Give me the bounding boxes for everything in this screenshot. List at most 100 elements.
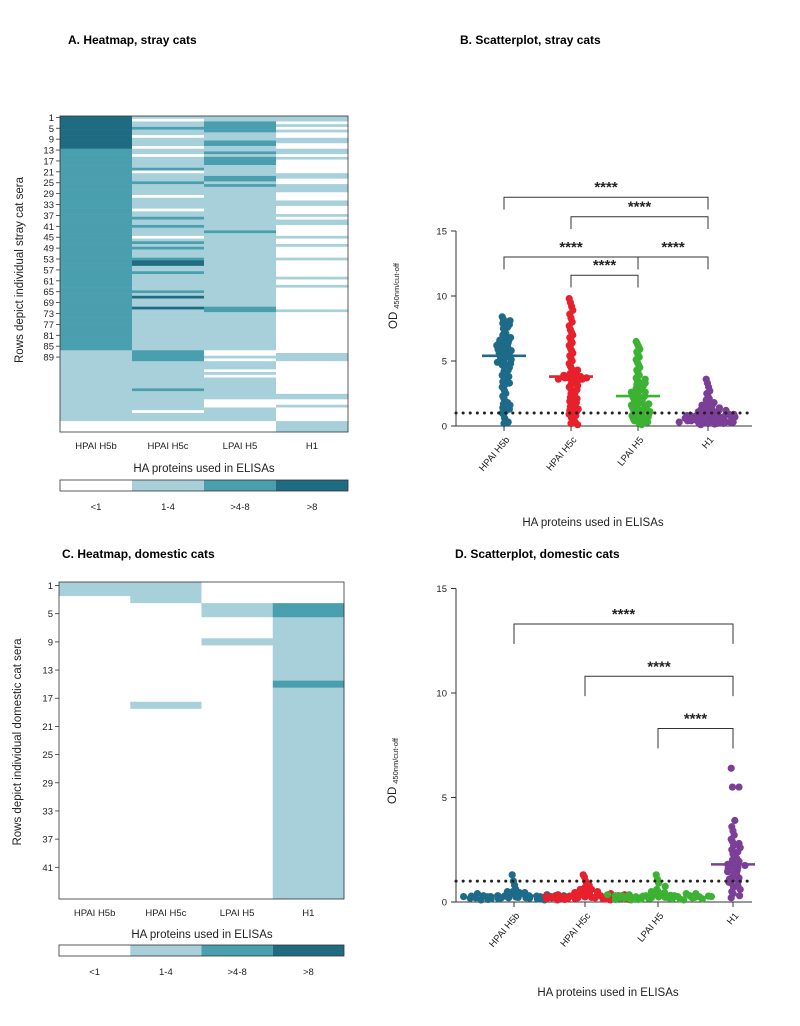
- panel-b-ylabel: OD 450nm/cut-off: [388, 262, 401, 329]
- heatmap-cell: [132, 380, 205, 384]
- heatmap-cell: [276, 233, 349, 237]
- heatmap-cell: [276, 391, 349, 395]
- heatmap-cell: [201, 694, 274, 703]
- heatmap-cell: [204, 402, 277, 406]
- heatmap-cell: [276, 265, 349, 269]
- heatmap-cell: [60, 238, 133, 242]
- heatmap-cell: [60, 402, 133, 406]
- data-point: [634, 895, 642, 904]
- heatmap-cell: [276, 350, 349, 354]
- heatmap-cell: [204, 219, 277, 223]
- x-tick-label: HPAI H5c: [559, 911, 594, 950]
- heatmap-cell: [276, 244, 349, 248]
- heatmap-cell: [60, 186, 133, 190]
- heatmap-cell: [60, 290, 133, 294]
- heatmap-cell: [130, 624, 202, 632]
- heatmap-cell: [132, 145, 205, 149]
- heatmap-cell: [60, 235, 133, 239]
- heatmap-cell: [132, 282, 205, 286]
- heatmap-cell: [276, 293, 349, 297]
- data-point: [734, 848, 742, 856]
- heatmap-cell: [201, 856, 274, 865]
- heatmap-cell: [276, 227, 349, 231]
- heatmap-cell: [276, 118, 349, 122]
- heatmap-cell: [132, 241, 205, 245]
- column-label: HPAI H5b: [74, 908, 116, 919]
- y-tick-label: 29: [42, 778, 53, 789]
- heatmap-cell: [276, 317, 349, 321]
- heatmap-cell: [59, 835, 131, 843]
- heatmap-cell: [132, 173, 205, 177]
- heatmap-cell: [276, 423, 349, 427]
- panel-c-frame: [58, 581, 345, 900]
- panel-c-column-labels: HPAI H5b HPAI H5c LPAI H5 H1: [74, 908, 315, 919]
- legend-label: >8: [303, 967, 314, 978]
- heatmap-cell: [204, 372, 277, 376]
- panel-c-ylabel: Rows depict individual domestic cat sera: [12, 638, 24, 846]
- heatmap-cell: [204, 331, 277, 335]
- heatmap-cell: [59, 673, 131, 681]
- data-point: [675, 418, 683, 426]
- heatmap-cell: [132, 377, 205, 381]
- heatmap-cell: [204, 399, 277, 403]
- heatmap-cell: [276, 388, 349, 392]
- heatmap-cell: [60, 361, 133, 365]
- heatmap-cell: [59, 786, 131, 794]
- panel-a-xlabel: HA proteins used in ELISAs: [133, 463, 275, 475]
- heatmap-cell: [204, 126, 277, 130]
- heatmap-cell: [201, 821, 274, 829]
- heatmap-cell: [204, 385, 277, 389]
- heatmap-cell: [272, 856, 345, 865]
- heatmap-cell: [272, 582, 345, 590]
- heatmap-cell: [201, 842, 274, 850]
- heatmap-cell: [276, 366, 349, 370]
- heatmap-cell: [130, 870, 202, 879]
- heatmap-cell: [130, 694, 202, 703]
- heatmap-cell: [204, 423, 277, 427]
- y-tick-label: 41: [43, 222, 54, 233]
- heatmap-cell: [276, 382, 349, 386]
- heatmap-cell: [60, 404, 133, 408]
- heatmap-cell: [132, 195, 205, 199]
- heatmap-cell: [59, 722, 131, 731]
- x-tick-label: HPAI H5b: [477, 435, 512, 474]
- heatmap-cell: [60, 363, 133, 367]
- panel-c-title: C. Heatmap, domestic cats: [62, 547, 215, 561]
- y-tick-label: 0: [442, 898, 447, 909]
- heatmap-cell: [276, 358, 349, 362]
- heatmap-cell: [60, 303, 133, 307]
- data-point: [731, 413, 739, 421]
- heatmap-cell: [201, 744, 274, 752]
- heatmap-cell: [272, 708, 345, 717]
- heatmap-cell: [60, 342, 133, 346]
- heatmap-cell: [204, 205, 277, 209]
- heatmap-cell: [201, 793, 274, 801]
- heatmap-cell: [132, 235, 205, 239]
- heatmap-cell: [132, 385, 205, 389]
- heatmap-cell: [204, 216, 277, 220]
- heatmap-cell: [132, 333, 205, 337]
- heatmap-cell: [132, 358, 205, 362]
- heatmap-cell: [130, 772, 202, 780]
- heatmap-cell: [201, 765, 274, 773]
- legend-label: 1-4: [161, 502, 175, 513]
- heatmap-cell: [201, 645, 274, 653]
- y-tick-label: 9: [49, 135, 54, 146]
- heatmap-cell: [132, 165, 205, 169]
- y-tick-label: 25: [43, 178, 54, 189]
- heatmap-cell: [59, 821, 131, 829]
- heatmap-cell: [132, 116, 205, 120]
- heatmap-cell: [132, 154, 205, 158]
- heatmap-cell: [132, 388, 205, 392]
- heatmap-cell: [204, 274, 277, 278]
- heatmap-cell: [201, 666, 274, 674]
- legend-swatch: [132, 480, 204, 491]
- heatmap-cell: [60, 197, 133, 201]
- heatmap-cell: [276, 306, 349, 310]
- significance-label: ****: [684, 711, 708, 728]
- heatmap-cell: [132, 369, 205, 373]
- heatmap-cell: [272, 673, 345, 681]
- data-point: [715, 404, 724, 412]
- heatmap-cell: [204, 369, 277, 373]
